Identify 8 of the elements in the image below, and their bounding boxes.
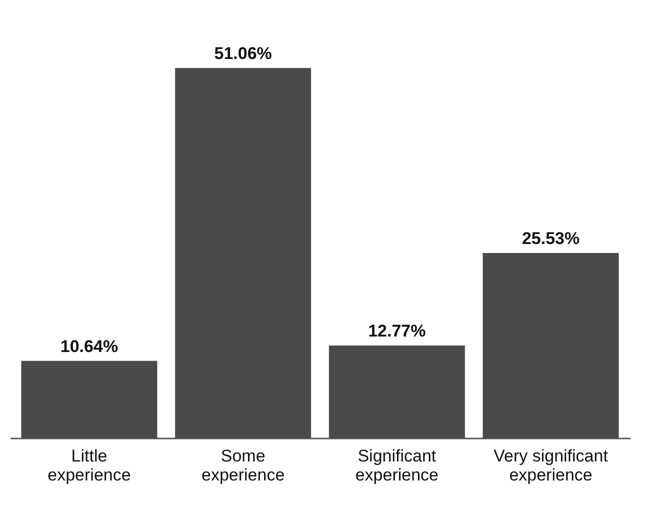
- data-label: 10.64%: [60, 336, 118, 356]
- data-label: 51.06%: [214, 44, 272, 63]
- x-tick-label: Some experience: [201, 446, 285, 484]
- x-tick-label: Significant experience: [355, 446, 439, 484]
- x-tick-label: Very significant experience: [494, 446, 608, 484]
- data-label: 12.77%: [368, 321, 426, 340]
- x-tick-label: Little experience: [48, 446, 131, 484]
- data-label: 25.53%: [522, 229, 580, 248]
